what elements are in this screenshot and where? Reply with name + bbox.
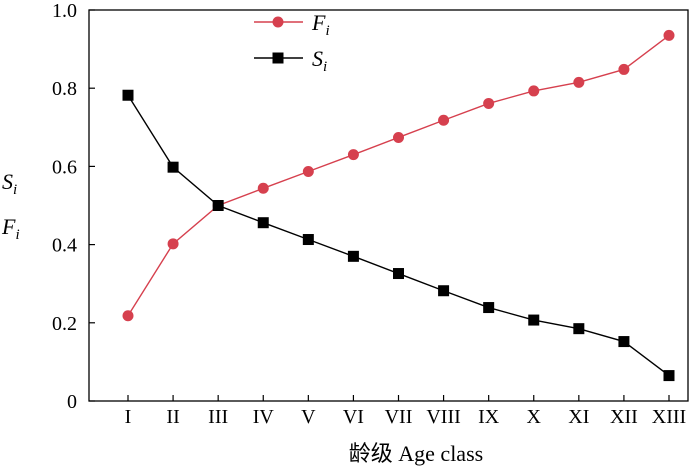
x-ticks: I II III IV V VI VII VIII IX X XI XII XIII [125, 395, 686, 428]
y-tick-label: 0.8 [52, 78, 77, 100]
legend-marker-S [272, 52, 284, 64]
data-point-S [347, 250, 359, 262]
data-point-F [122, 310, 134, 322]
legend-label-F: Fi [311, 10, 330, 39]
data-point-F [438, 114, 450, 126]
y-axis-label-subscript: i [13, 182, 17, 198]
x-tick-label: VII [385, 406, 413, 428]
legend-label-subscript: i [323, 59, 327, 75]
data-point-F [663, 29, 675, 41]
y-axis-label: Si Fi [1, 169, 20, 243]
data-point-S [573, 323, 585, 335]
data-point-F [528, 85, 540, 97]
y-tick-label: 0.2 [52, 313, 77, 335]
data-point-S [257, 217, 269, 229]
data-point-S [438, 285, 450, 297]
x-tick-label: IX [478, 406, 500, 428]
data-point-S [393, 268, 404, 280]
data-point-F [483, 97, 495, 109]
data-point-F [257, 182, 269, 194]
y-axis-label-part: Fi [1, 214, 20, 243]
legend: Fi Si [254, 10, 330, 75]
y-axis-label-part: Si [2, 169, 17, 198]
y-tick-label: 0.4 [52, 235, 77, 257]
data-point-S [663, 370, 675, 382]
y-tick-label: 1.0 [52, 0, 77, 22]
y-ticks: 0 0.2 0.4 0.6 0.8 1.0 [52, 0, 95, 413]
y-tick-label: 0 [67, 391, 77, 413]
data-point-F [618, 63, 630, 75]
x-tick-label: III [208, 406, 228, 428]
x-tick-label: VI [343, 406, 364, 428]
x-tick-label: VIII [426, 406, 460, 428]
legend-label-subscript: i [325, 23, 329, 39]
y-axis-label-subscript: i [15, 227, 19, 243]
data-point-S [618, 336, 630, 348]
x-tick-label: V [301, 406, 316, 428]
axes [88, 9, 689, 402]
x-tick-label: XI [568, 406, 589, 428]
data-point-F [347, 149, 359, 161]
x-tick-label: X [527, 406, 542, 428]
y-tick-label: 0.6 [52, 156, 77, 178]
series-layer [122, 29, 675, 382]
x-axis-label: 龄级 Age class [349, 441, 483, 466]
x-tick-label: I [125, 406, 132, 428]
legend-label-S: Si [312, 46, 327, 75]
data-point-S [212, 200, 224, 211]
data-point-S [167, 161, 179, 173]
data-point-F [573, 76, 585, 88]
data-point-F [167, 238, 179, 250]
x-tick-label: II [166, 406, 179, 428]
legend-marker-F [272, 16, 284, 28]
plot-frame [88, 9, 689, 402]
x-tick-label: XII [610, 406, 638, 428]
data-point-F [393, 131, 404, 143]
data-point-S [122, 89, 134, 101]
x-tick-label: IV [253, 406, 275, 428]
x-tick-label: XIII [652, 406, 686, 428]
data-point-S [302, 234, 314, 246]
data-point-S [483, 302, 495, 314]
data-point-F [302, 165, 314, 177]
data-point-S [528, 314, 540, 326]
